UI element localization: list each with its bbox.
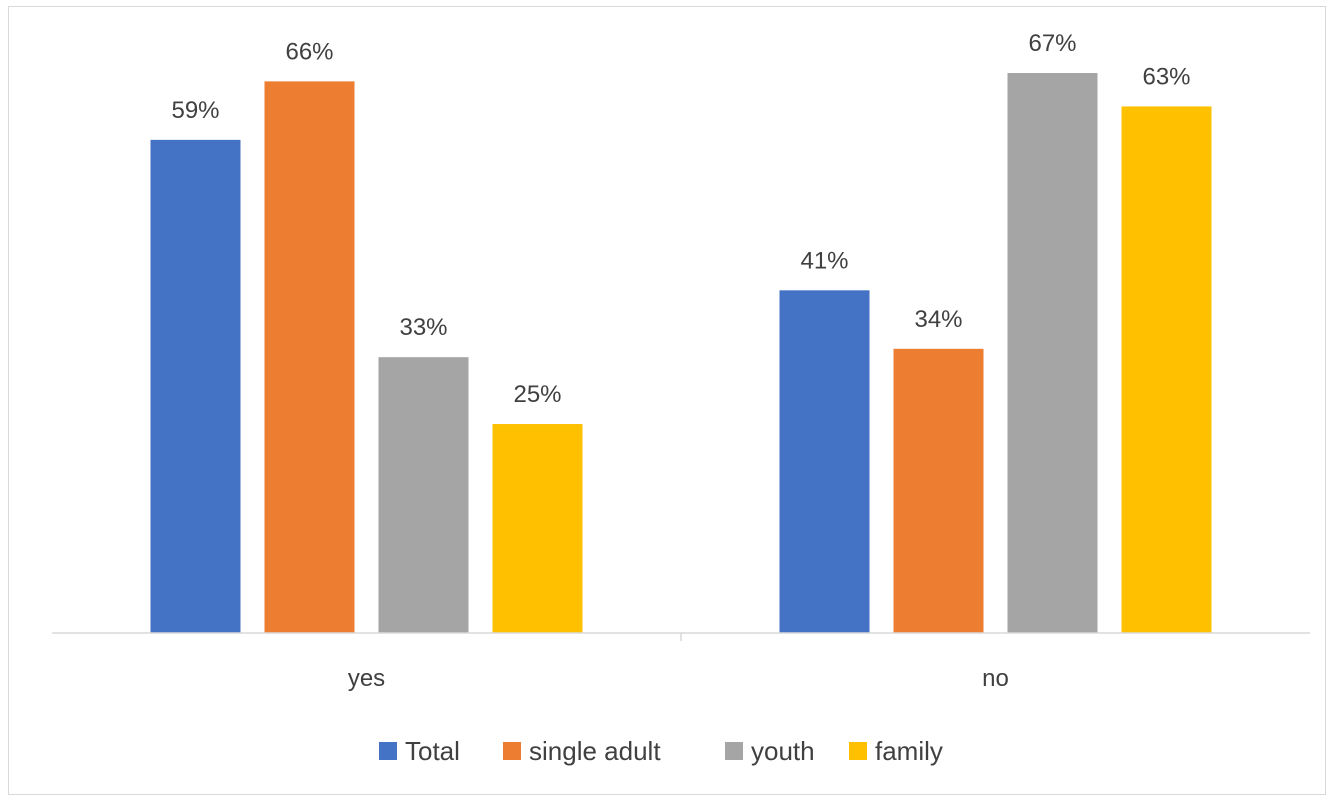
data-label-family-no: 63%	[1142, 63, 1190, 90]
bar-youth-yes	[378, 357, 469, 633]
legend-item-family: family	[849, 736, 943, 766]
data-label-single-adult-no: 34%	[914, 306, 962, 333]
bar-youth-no	[1007, 73, 1098, 633]
category-axis: yes no	[52, 632, 1310, 692]
bar-single-adult-yes	[264, 81, 355, 633]
legend-label-single-adult: single adult	[529, 736, 661, 766]
bars-layer	[150, 73, 1212, 634]
data-label-total-no: 41%	[800, 247, 848, 274]
data-label-single-adult-yes: 66%	[285, 38, 333, 65]
data-label-youth-no: 67%	[1028, 30, 1076, 57]
legend-item-total: Total	[379, 736, 460, 766]
data-label-youth-yes: 33%	[399, 314, 447, 341]
bar-single-adult-no	[893, 348, 984, 633]
legend-swatch-total	[379, 742, 397, 760]
category-label-no: no	[982, 665, 1009, 692]
legend-item-single-adult: single adult	[503, 736, 661, 766]
data-label-family-yes: 25%	[513, 381, 561, 408]
bar-family-yes	[492, 424, 583, 633]
data-labels-layer: 59% 66% 33% 25% 41% 34% 67% 63%	[171, 30, 1190, 408]
bar-total-no	[779, 290, 870, 633]
legend-label-family: family	[875, 736, 943, 766]
category-label-yes: yes	[348, 665, 385, 692]
legend-label-youth: youth	[751, 736, 815, 766]
legend: Total single adult youth family	[379, 736, 943, 766]
legend-swatch-single-adult	[503, 742, 521, 760]
legend-label-total: Total	[405, 736, 460, 766]
bar-total-yes	[150, 139, 241, 634]
data-label-total-yes: 59%	[171, 97, 219, 124]
legend-item-youth: youth	[725, 736, 815, 766]
legend-swatch-family	[849, 742, 867, 760]
bar-family-no	[1121, 106, 1212, 633]
legend-swatch-youth	[725, 742, 743, 760]
